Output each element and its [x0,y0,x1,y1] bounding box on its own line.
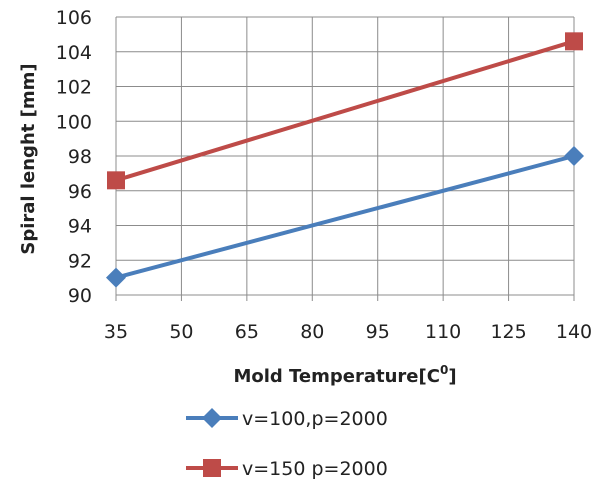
series-1 [106,146,584,288]
y-tick-label: 106 [56,7,92,29]
series-group [106,32,584,288]
axes: 90 92 94 96 98 100 102 104 106 35 50 65 80 95 110 125 14… [56,7,592,343]
legend-marker [203,459,221,477]
y-tick-label: 92 [68,250,92,272]
legend-item: v=150 p=2000 [186,458,388,480]
series-line [115,154,575,280]
legend-marker [202,408,222,428]
y-tick-label: 100 [56,111,92,133]
legend-item: v=100,p=2000 [186,408,388,430]
x-tick-label: 110 [425,321,461,343]
x-axis-title-superscript: 0 [440,363,448,377]
y-tick-label: 94 [68,216,92,238]
x-tick-label: 125 [490,321,526,343]
x-tick-label: 35 [104,321,128,343]
x-tick-label: 50 [169,321,193,343]
y-tick-label: 104 [56,42,92,64]
grid [115,16,575,296]
legend-label: v=150 p=2000 [242,458,388,480]
y-tick-label: 98 [68,146,92,168]
x-tick-label: 65 [235,321,259,343]
data-point [106,267,126,288]
x-tick-label: 80 [300,321,324,343]
series-line [115,39,575,183]
legend-label: v=100,p=2000 [242,408,388,430]
series-2 [107,32,583,190]
data-point [107,171,125,190]
legend: v=100,p=2000 v=150 p=2000 [186,408,388,480]
data-point [564,146,584,166]
y-tick-label: 96 [68,181,92,203]
y-tick-label: 102 [56,77,92,99]
x-tick-label: 95 [366,321,390,343]
x-axis-title: Mold Temperature[C0] [233,363,456,387]
y-axis-title: Spiral lenght [mm] [18,63,39,254]
y-tick-label: 90 [68,285,92,307]
x-tick-label: 140 [556,321,592,343]
data-point [565,32,583,51]
